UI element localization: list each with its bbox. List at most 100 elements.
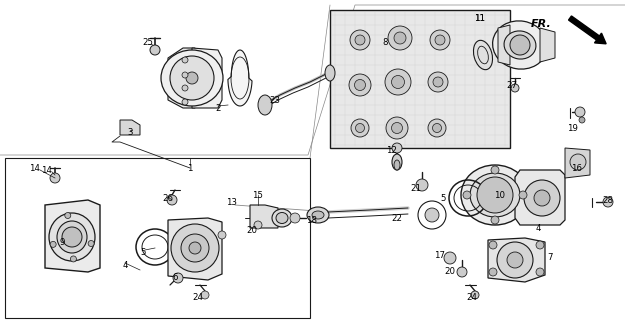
Circle shape <box>62 227 82 247</box>
Text: 3: 3 <box>127 127 132 137</box>
Circle shape <box>173 273 183 283</box>
Circle shape <box>575 107 585 117</box>
Circle shape <box>511 84 519 92</box>
Ellipse shape <box>470 173 520 217</box>
Ellipse shape <box>258 95 272 115</box>
Circle shape <box>354 79 366 91</box>
Text: 24: 24 <box>466 293 478 302</box>
Circle shape <box>218 231 226 239</box>
Text: 20: 20 <box>444 268 456 276</box>
Circle shape <box>418 201 446 229</box>
Circle shape <box>435 35 445 45</box>
Circle shape <box>457 267 467 277</box>
Circle shape <box>416 179 428 191</box>
Circle shape <box>290 213 300 223</box>
Circle shape <box>186 72 198 84</box>
Circle shape <box>385 69 411 95</box>
Circle shape <box>254 221 262 229</box>
Text: 17: 17 <box>434 251 446 260</box>
Circle shape <box>536 241 544 249</box>
Circle shape <box>477 177 513 213</box>
Text: 19: 19 <box>566 124 578 132</box>
Polygon shape <box>168 48 195 108</box>
Circle shape <box>524 180 560 216</box>
Circle shape <box>189 242 201 254</box>
Ellipse shape <box>474 40 492 70</box>
Bar <box>5 158 310 318</box>
Circle shape <box>394 32 406 44</box>
Text: 7: 7 <box>548 253 552 262</box>
Circle shape <box>65 212 71 219</box>
Circle shape <box>182 72 188 78</box>
Ellipse shape <box>312 211 324 219</box>
Circle shape <box>351 119 369 137</box>
Text: 23: 23 <box>269 95 281 105</box>
Circle shape <box>428 119 446 137</box>
Text: 13: 13 <box>226 197 238 206</box>
Ellipse shape <box>392 154 402 170</box>
Text: 24: 24 <box>192 293 204 302</box>
Circle shape <box>150 45 160 55</box>
Polygon shape <box>45 200 100 272</box>
Circle shape <box>491 166 499 174</box>
Circle shape <box>71 256 76 262</box>
FancyArrow shape <box>569 16 606 44</box>
Polygon shape <box>250 205 278 228</box>
Ellipse shape <box>492 21 548 69</box>
Ellipse shape <box>161 50 223 106</box>
Polygon shape <box>168 218 222 280</box>
Circle shape <box>167 195 177 205</box>
Text: FR.: FR. <box>531 19 552 29</box>
Polygon shape <box>498 25 510 65</box>
Text: 25: 25 <box>142 37 154 46</box>
Ellipse shape <box>504 31 536 59</box>
Polygon shape <box>515 170 565 225</box>
Circle shape <box>489 241 497 249</box>
Circle shape <box>463 191 471 199</box>
Circle shape <box>489 268 497 276</box>
Circle shape <box>579 117 585 123</box>
Ellipse shape <box>394 160 400 170</box>
Polygon shape <box>488 238 545 282</box>
Ellipse shape <box>461 165 529 225</box>
Circle shape <box>171 224 219 272</box>
Polygon shape <box>120 120 140 135</box>
Circle shape <box>519 191 527 199</box>
Circle shape <box>170 56 214 100</box>
Circle shape <box>50 241 56 247</box>
Circle shape <box>182 85 188 91</box>
Circle shape <box>497 242 533 278</box>
Ellipse shape <box>307 207 329 223</box>
Circle shape <box>534 190 550 206</box>
Text: 9: 9 <box>59 237 65 246</box>
Bar <box>330 10 510 148</box>
Text: 1: 1 <box>188 164 192 172</box>
Text: 12: 12 <box>386 146 398 155</box>
Text: 26: 26 <box>162 194 174 203</box>
Circle shape <box>507 252 523 268</box>
Polygon shape <box>192 48 222 108</box>
Text: 6: 6 <box>173 274 178 283</box>
Text: 14: 14 <box>29 164 40 172</box>
Text: 10: 10 <box>494 190 506 199</box>
Text: 28: 28 <box>602 196 614 204</box>
Circle shape <box>471 291 479 299</box>
Circle shape <box>350 30 370 50</box>
Circle shape <box>603 197 613 207</box>
Circle shape <box>391 123 402 133</box>
Circle shape <box>201 291 209 299</box>
Circle shape <box>181 234 209 262</box>
Circle shape <box>432 124 441 132</box>
Circle shape <box>349 74 371 96</box>
Circle shape <box>388 26 412 50</box>
Text: 21: 21 <box>411 183 421 193</box>
Text: 27: 27 <box>506 81 518 90</box>
Circle shape <box>428 72 448 92</box>
Circle shape <box>444 252 456 264</box>
Ellipse shape <box>276 212 288 223</box>
Polygon shape <box>540 28 555 62</box>
Circle shape <box>355 35 365 45</box>
Text: 4: 4 <box>122 260 127 269</box>
Text: 8: 8 <box>382 37 388 46</box>
Circle shape <box>391 76 404 89</box>
